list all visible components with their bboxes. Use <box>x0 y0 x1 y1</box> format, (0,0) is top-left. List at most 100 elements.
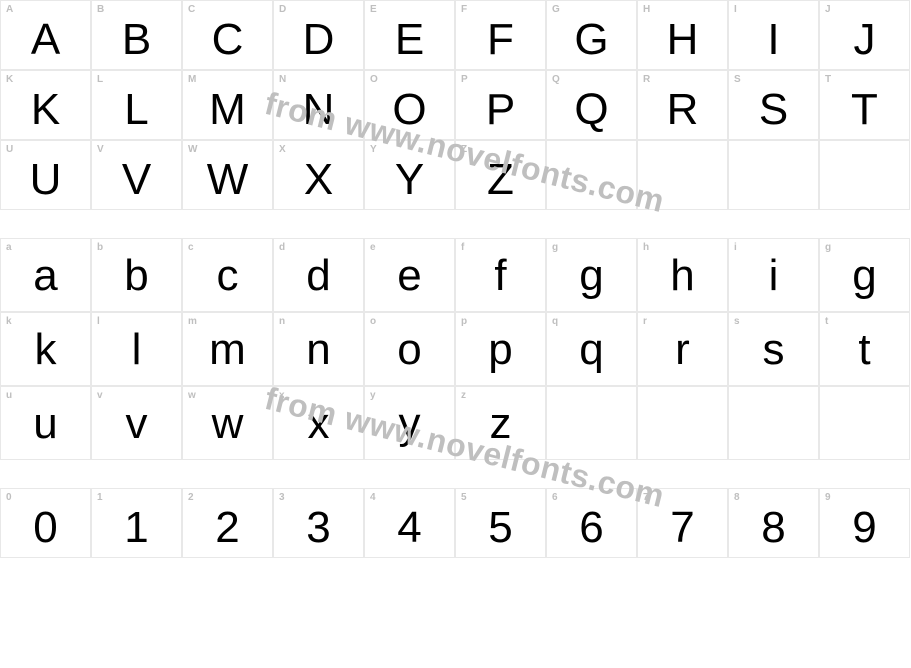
glyph-cell: ss <box>728 312 819 386</box>
glyph-label: W <box>188 144 198 155</box>
glyph: z <box>456 399 545 449</box>
glyph-cell: 66 <box>546 488 637 558</box>
glyph-cell: VV <box>91 140 182 210</box>
glyph-cell: 11 <box>91 488 182 558</box>
glyph-cell-empty <box>546 140 637 210</box>
glyph-label: 9 <box>825 492 831 503</box>
glyph-cell: cc <box>182 238 273 312</box>
glyph-cell-empty <box>728 140 819 210</box>
glyph-row: kkllmmnnooppqqrrsstt <box>0 312 911 386</box>
glyph-label: 2 <box>188 492 194 503</box>
glyph: X <box>274 155 363 205</box>
glyph-cell: mm <box>182 312 273 386</box>
glyph-label: N <box>279 74 286 85</box>
glyph-cell: 44 <box>364 488 455 558</box>
glyph: P <box>456 85 545 135</box>
glyph: f <box>456 251 545 301</box>
glyph: G <box>547 15 636 65</box>
glyph: 4 <box>365 503 454 553</box>
glyph: O <box>365 85 454 135</box>
glyph-cell: GG <box>546 0 637 70</box>
glyph: e <box>365 251 454 301</box>
glyph-cell: PP <box>455 70 546 140</box>
glyph-cell: 88 <box>728 488 819 558</box>
glyph-label: X <box>279 144 286 155</box>
glyph-label: Y <box>370 144 377 155</box>
glyph: d <box>274 251 363 301</box>
glyph-cell: YY <box>364 140 455 210</box>
glyph-cell: FF <box>455 0 546 70</box>
glyph-label: K <box>6 74 13 85</box>
glyph-cell: pp <box>455 312 546 386</box>
glyph-cell: ww <box>182 386 273 460</box>
glyph-cell: SS <box>728 70 819 140</box>
glyph-cell-empty <box>819 386 910 460</box>
glyph-cell: aa <box>0 238 91 312</box>
glyph-row: AABBCCDDEEFFGGHHIIJJ <box>0 0 911 70</box>
glyph: 3 <box>274 503 363 553</box>
glyph-cell: 22 <box>182 488 273 558</box>
glyph-row: 00112233445566778899 <box>0 488 911 558</box>
glyph-cell-empty <box>637 140 728 210</box>
glyph-cell: zz <box>455 386 546 460</box>
glyph-cell: NN <box>273 70 364 140</box>
glyph-cell: UU <box>0 140 91 210</box>
glyph-cell: gg <box>546 238 637 312</box>
glyph: B <box>92 15 181 65</box>
glyph-label: G <box>552 4 560 15</box>
glyph: n <box>274 325 363 375</box>
glyph-cell: 55 <box>455 488 546 558</box>
glyph: v <box>92 399 181 449</box>
glyph: k <box>1 325 90 375</box>
glyph: N <box>274 85 363 135</box>
glyph: Z <box>456 155 545 205</box>
glyph-cell: CC <box>182 0 273 70</box>
glyph: Q <box>547 85 636 135</box>
glyph-cell: 33 <box>273 488 364 558</box>
glyph: p <box>456 325 545 375</box>
glyph: y <box>365 399 454 449</box>
glyph-cell: kk <box>0 312 91 386</box>
glyph-cell: DD <box>273 0 364 70</box>
glyph-cell: dd <box>273 238 364 312</box>
glyph-row: UUVVWWXXYYZZ <box>0 140 911 210</box>
glyph-cell: EE <box>364 0 455 70</box>
glyph-cell: gg <box>819 238 910 312</box>
glyph-cell: II <box>728 0 819 70</box>
glyph-cell: oo <box>364 312 455 386</box>
glyph-label: M <box>188 74 197 85</box>
glyph-label: U <box>6 144 13 155</box>
glyph-label: I <box>734 4 737 15</box>
glyph: H <box>638 15 727 65</box>
glyph-cell: rr <box>637 312 728 386</box>
glyph: l <box>92 325 181 375</box>
section-gap <box>0 210 911 238</box>
glyph-cell: bb <box>91 238 182 312</box>
glyph-cell: ZZ <box>455 140 546 210</box>
glyph: Y <box>365 155 454 205</box>
glyph: q <box>547 325 636 375</box>
glyph-cell-empty <box>728 386 819 460</box>
glyph: 0 <box>1 503 90 553</box>
glyph-cell: RR <box>637 70 728 140</box>
glyph-cell: BB <box>91 0 182 70</box>
glyph-label: Q <box>552 74 560 85</box>
glyph-cell: qq <box>546 312 637 386</box>
glyph-cell: XX <box>273 140 364 210</box>
glyph-row: uuvvwwxxyyzz <box>0 386 911 460</box>
glyph-label: E <box>370 4 377 15</box>
section-gap <box>0 460 911 488</box>
glyph: V <box>92 155 181 205</box>
glyph-cell-empty <box>637 386 728 460</box>
glyph: I <box>729 15 818 65</box>
glyph-cell: tt <box>819 312 910 386</box>
glyph-label: O <box>370 74 378 85</box>
glyph-cell: AA <box>0 0 91 70</box>
glyph: A <box>1 15 90 65</box>
glyph-label: 5 <box>461 492 467 503</box>
glyph-cell: 99 <box>819 488 910 558</box>
glyph-row: KKLLMMNNOOPPQQRRSSTT <box>0 70 911 140</box>
glyph: 6 <box>547 503 636 553</box>
glyph-label: 7 <box>643 492 649 503</box>
glyph-label: S <box>734 74 741 85</box>
